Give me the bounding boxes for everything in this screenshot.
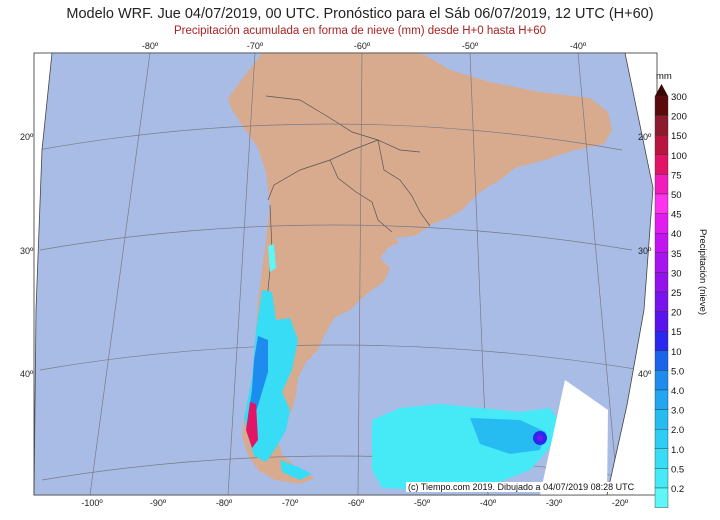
- legend-swatch: [654, 272, 669, 293]
- legend-level-label: 20: [671, 308, 682, 319]
- legend-swatch: [654, 448, 669, 469]
- legend-level-label: 3.0: [671, 406, 684, 417]
- legend-level-label: 10: [671, 347, 682, 358]
- legend-level-label: 15: [671, 327, 682, 338]
- legend-level-label: 0.5: [671, 464, 684, 475]
- legend-level-label: 50: [671, 190, 682, 201]
- top-lon-label: -60º: [354, 41, 371, 51]
- legend-swatch: [654, 389, 669, 410]
- legend-level-label: 4.0: [671, 386, 684, 397]
- bottom-lon-label: -80º: [216, 498, 233, 508]
- top-lon-label: -50º: [462, 41, 479, 51]
- left-lat-label: 20º: [20, 132, 34, 142]
- projection-edge: [33, 52, 654, 496]
- legend-swatch: [654, 370, 669, 391]
- legend-level-label: 300: [671, 92, 687, 103]
- legend-level-label: 75: [671, 170, 682, 181]
- legend-unit: mm: [656, 71, 672, 82]
- legend-swatch: [654, 154, 669, 175]
- legend-level-label: 25: [671, 288, 682, 299]
- legend-level-label: 35: [671, 249, 682, 260]
- legend-swatch: [654, 232, 669, 253]
- legend-swatch: [654, 193, 669, 214]
- legend-swatch: [654, 409, 669, 430]
- map-title: Modelo WRF. Jue 04/07/2019, 00 UTC. Pron…: [66, 6, 654, 22]
- estuary: [395, 236, 420, 248]
- left-lat-label: 40º: [20, 369, 34, 379]
- legend-swatch: [654, 115, 669, 136]
- legend-level-label: 0.2: [671, 484, 684, 495]
- top-lon-label: -80º: [142, 41, 159, 51]
- legend-level-label: 5.0: [671, 366, 684, 377]
- legend-swatch: [654, 252, 669, 273]
- legend-level-label: 100: [671, 151, 687, 162]
- legend-level-label: 200: [671, 112, 687, 123]
- legend-swatch: [654, 468, 669, 489]
- right-lat-label: 20º: [638, 132, 652, 142]
- snow-andes: [244, 244, 312, 480]
- legend-swatch: [654, 95, 669, 116]
- snow-ocean: [372, 404, 560, 490]
- legend-swatch: [654, 429, 669, 450]
- legend-swatch: [654, 331, 669, 352]
- credit-note: (c) Tiempo.com 2019. Dibujado a 04/07/20…: [406, 482, 637, 492]
- legend-level-label: 45: [671, 210, 682, 221]
- bottom-lon-label: -100º: [81, 498, 103, 508]
- legend-swatch: [654, 311, 669, 332]
- legend-swatch: [654, 487, 669, 508]
- bottom-lon-label: -70º: [282, 498, 299, 508]
- right-lat-label: 30º: [638, 246, 652, 256]
- bottom-lon-label: -20º: [612, 498, 629, 508]
- legend-swatch: [654, 213, 669, 234]
- bottom-lon-label: -60º: [348, 498, 365, 508]
- legend-level-label: 30: [671, 268, 682, 279]
- map-subtitle: Precipitación acumulada en forma de niev…: [173, 25, 547, 37]
- legend-axis-title: Precipitación (nieve): [697, 229, 708, 315]
- off-grid-area: [540, 380, 608, 495]
- legend-level-label: 1.0: [671, 445, 684, 456]
- bottom-lon-label: -90º: [150, 498, 167, 508]
- graticule: [37, 53, 646, 495]
- bottom-lon-label: -50º: [414, 498, 431, 508]
- legend-level-label: 40: [671, 229, 682, 240]
- legend-level-label: 150: [671, 131, 687, 142]
- left-lat-label: 30º: [20, 246, 34, 256]
- legend-swatch: [654, 174, 669, 195]
- legend-arrow: [655, 84, 668, 96]
- legend-level-label: 2.0: [671, 425, 684, 436]
- right-lat-label: 40º: [638, 369, 652, 379]
- bottom-lon-label: -30º: [546, 498, 563, 508]
- legend-swatch: [654, 291, 669, 312]
- south-america-landmass: [228, 53, 612, 484]
- legend-swatch: [654, 350, 669, 371]
- top-lon-label: -40º: [570, 41, 587, 51]
- bottom-lon-label: -40º: [480, 498, 497, 508]
- top-lon-label: -70º: [247, 41, 264, 51]
- legend-swatch: [654, 134, 669, 155]
- legend-swatches: 300 200 150 100 75 50 45 40 35 30 25 20 15 10 5.0 4.0 3.…: [654, 92, 687, 508]
